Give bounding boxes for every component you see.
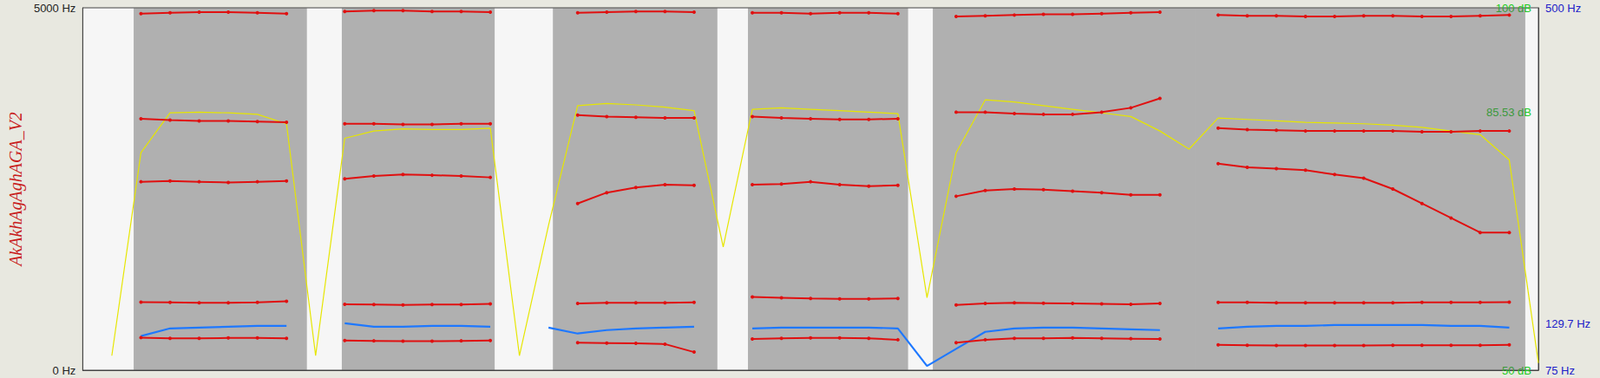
svg-text:5000 Hz: 5000 Hz [33,1,76,15]
svg-text:0 Hz: 0 Hz [52,364,77,378]
svg-text:75 Hz: 75 Hz [1545,364,1575,378]
svg-text:AkAkhAgAghAGA_V2: AkAkhAgAghAGA_V2 [6,111,27,269]
svg-text:500 Hz: 500 Hz [1545,1,1581,15]
svg-text:129.7 Hz: 129.7 Hz [1545,317,1591,331]
